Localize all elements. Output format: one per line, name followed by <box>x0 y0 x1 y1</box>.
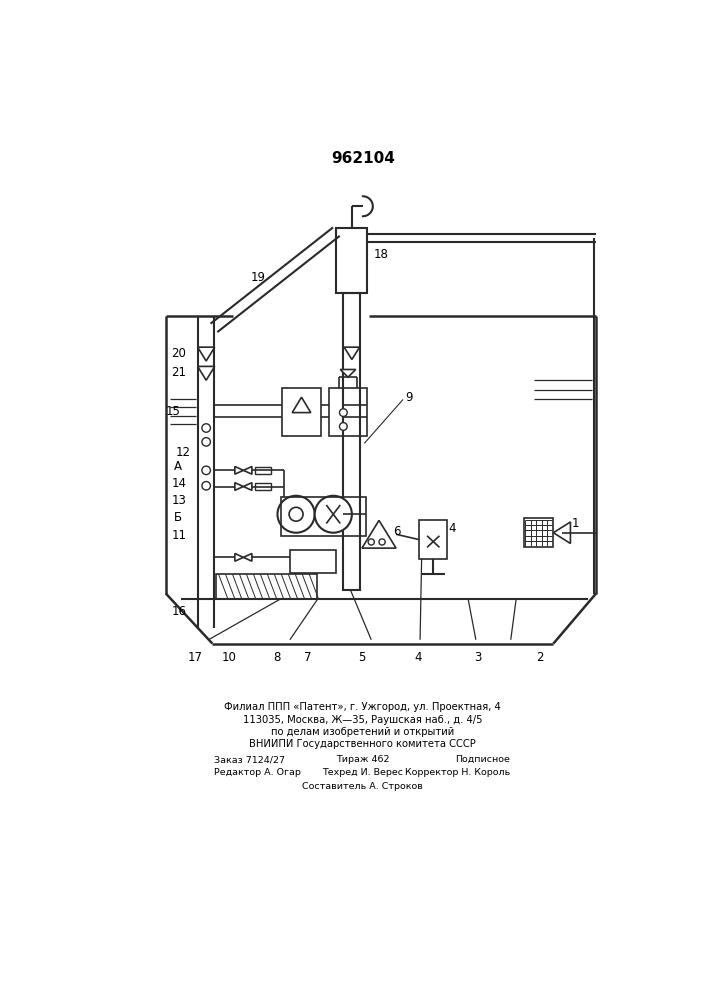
Polygon shape <box>198 366 215 380</box>
Bar <box>282 388 321 436</box>
Text: 10: 10 <box>222 651 237 664</box>
Text: 6: 6 <box>393 525 400 538</box>
Polygon shape <box>292 397 311 413</box>
Text: Редактор А. Огар: Редактор А. Огар <box>214 768 301 777</box>
Polygon shape <box>554 522 571 544</box>
Text: 19: 19 <box>251 271 266 284</box>
Text: 2: 2 <box>537 651 544 664</box>
Circle shape <box>368 539 374 545</box>
Bar <box>337 228 368 293</box>
Text: 1: 1 <box>571 517 579 530</box>
Text: 14: 14 <box>172 477 187 490</box>
Text: А: А <box>174 460 182 473</box>
Text: 21: 21 <box>171 366 187 379</box>
Text: 962104: 962104 <box>331 151 395 166</box>
Bar <box>281 497 366 536</box>
Circle shape <box>202 438 211 446</box>
Text: 17: 17 <box>187 651 203 664</box>
Text: 18: 18 <box>373 248 388 261</box>
Circle shape <box>289 507 303 521</box>
Text: Филиал ППП «Патент», г. Ужгород, ул. Проектная, 4: Филиал ППП «Патент», г. Ужгород, ул. Про… <box>224 702 501 712</box>
Circle shape <box>339 423 347 430</box>
Text: 8: 8 <box>273 651 280 664</box>
Polygon shape <box>198 347 215 361</box>
Circle shape <box>202 466 211 475</box>
Polygon shape <box>344 347 360 359</box>
Text: ВНИИПИ Государственного комитета СССР: ВНИИПИ Государственного комитета СССР <box>249 739 476 749</box>
Text: по делам изобретений и открытий: по делам изобретений и открытий <box>271 727 454 737</box>
Text: Б: Б <box>174 511 182 524</box>
Polygon shape <box>235 554 243 561</box>
Text: 16: 16 <box>172 605 187 618</box>
Text: 4: 4 <box>449 522 456 535</box>
Text: Тираж 462: Тираж 462 <box>336 755 389 764</box>
Bar <box>329 388 368 436</box>
Polygon shape <box>243 483 252 490</box>
Polygon shape <box>340 369 356 377</box>
Polygon shape <box>243 554 252 561</box>
Bar <box>524 518 554 547</box>
Text: 4: 4 <box>414 651 421 664</box>
Bar <box>290 550 337 573</box>
Circle shape <box>315 496 352 533</box>
Bar <box>255 466 271 474</box>
Text: 20: 20 <box>171 347 186 360</box>
Text: Техред И. Верес: Техред И. Верес <box>322 768 403 777</box>
Text: Корректор Н. Король: Корректор Н. Король <box>405 768 510 777</box>
Text: 11: 11 <box>172 529 187 542</box>
Bar <box>344 293 361 590</box>
Text: Составитель А. Строков: Составитель А. Строков <box>302 782 423 791</box>
Circle shape <box>277 496 315 533</box>
Text: 15: 15 <box>166 405 181 418</box>
Text: 12: 12 <box>175 446 190 459</box>
Text: Заказ 7124/27: Заказ 7124/27 <box>214 755 286 764</box>
Text: Подписное: Подписное <box>455 755 510 764</box>
Polygon shape <box>362 520 396 548</box>
Bar <box>419 520 448 559</box>
Text: 113035, Москва, Ж—35, Раушская наб., д. 4/5: 113035, Москва, Ж—35, Раушская наб., д. … <box>243 715 482 725</box>
Polygon shape <box>235 466 243 474</box>
Text: 13: 13 <box>172 494 187 507</box>
Circle shape <box>379 539 385 545</box>
Circle shape <box>339 409 347 416</box>
Polygon shape <box>235 483 243 490</box>
Bar <box>255 483 271 490</box>
Text: 5: 5 <box>358 651 366 664</box>
Bar <box>216 574 317 599</box>
Circle shape <box>202 424 211 432</box>
Circle shape <box>202 482 211 490</box>
Text: 7: 7 <box>304 651 311 664</box>
Polygon shape <box>243 466 252 474</box>
Text: 3: 3 <box>474 651 481 664</box>
Text: 9: 9 <box>405 391 413 404</box>
